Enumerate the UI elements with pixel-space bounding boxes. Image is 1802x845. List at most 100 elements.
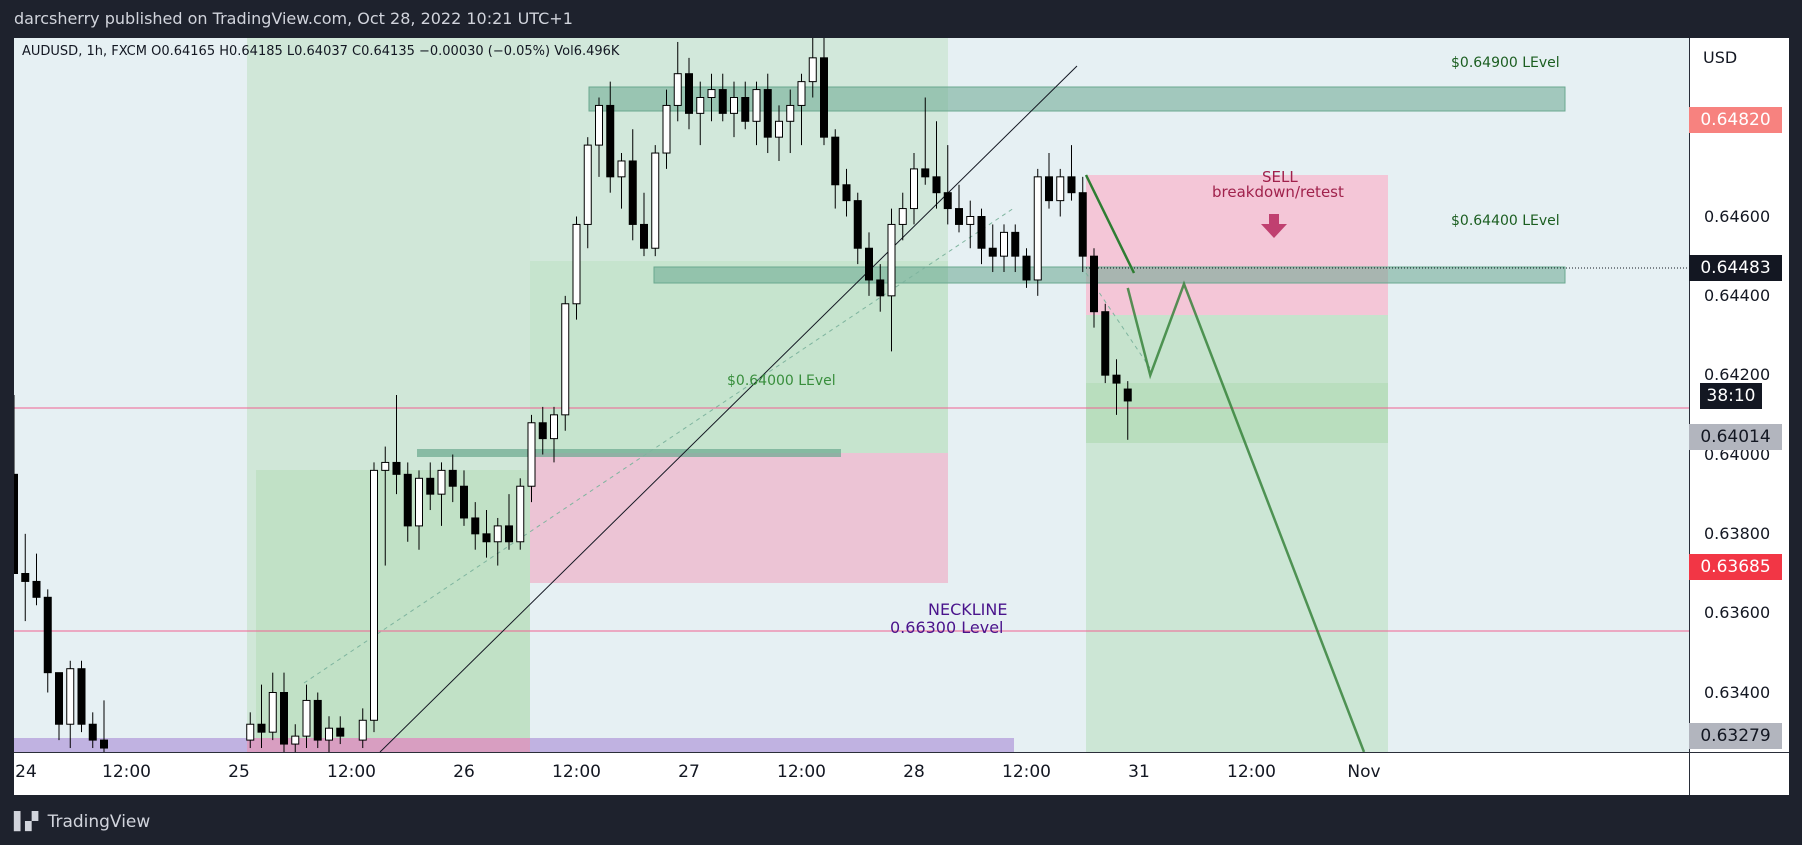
tradingview-logo-icon: ▌▞ bbox=[14, 812, 38, 832]
currency-label: USD bbox=[1703, 48, 1738, 67]
time-tick-label: 27 bbox=[678, 762, 700, 782]
time-tick-label: 12:00 bbox=[327, 762, 376, 782]
candle-body bbox=[437, 469, 446, 495]
candle-body bbox=[831, 136, 840, 186]
level-band-6440 bbox=[653, 266, 1566, 284]
time-tick-label: 25 bbox=[228, 762, 250, 782]
label-level-6440: $0.64400 LEvel bbox=[1451, 213, 1560, 229]
level-band-6490 bbox=[588, 86, 1566, 112]
candle-body bbox=[313, 699, 322, 741]
candle-body bbox=[493, 525, 502, 543]
candle-body bbox=[707, 89, 716, 98]
short-trendline bbox=[1084, 174, 1136, 274]
price-tick-label: 0.63600 bbox=[1704, 603, 1771, 623]
candle-body bbox=[291, 735, 300, 745]
candle-body bbox=[1101, 311, 1110, 376]
candle-body bbox=[876, 279, 885, 297]
candles bbox=[14, 38, 1132, 752]
candle-body bbox=[1033, 176, 1042, 281]
candle-body bbox=[583, 144, 592, 225]
publish-header: darcsherry published on TradingView.com,… bbox=[0, 0, 1802, 38]
candle-body bbox=[561, 303, 570, 416]
candle-body bbox=[1112, 374, 1121, 384]
projection-path bbox=[1126, 280, 1366, 752]
candle-body bbox=[943, 192, 952, 210]
candle-body bbox=[358, 719, 367, 741]
time-tick-label: 12:00 bbox=[1002, 762, 1051, 782]
candle-body bbox=[1090, 255, 1098, 313]
footer-bar bbox=[0, 795, 1802, 845]
candle-body bbox=[257, 723, 266, 733]
candle-body bbox=[921, 168, 930, 178]
candle-body bbox=[741, 97, 750, 122]
publish-info: darcsherry published on TradingView.com,… bbox=[14, 9, 573, 28]
candle-body bbox=[966, 216, 975, 225]
candle-body bbox=[55, 672, 63, 725]
green-zone-left bbox=[247, 38, 530, 752]
candle-body bbox=[370, 469, 378, 721]
candle-body bbox=[538, 422, 547, 440]
time-axis[interactable] bbox=[14, 752, 1689, 796]
green-zone-right bbox=[1086, 383, 1388, 752]
candle-body bbox=[820, 57, 828, 138]
candle-body bbox=[268, 692, 277, 733]
symbol-legend: AUDUSD, 1h, FXCM O0.64165 H0.64185 L0.64… bbox=[22, 44, 620, 59]
badge-bottom: 0.63279 bbox=[1689, 723, 1782, 749]
time-tick-label: 12:00 bbox=[777, 762, 826, 782]
badge-countdown: 38:10 bbox=[1700, 383, 1762, 409]
candle-body bbox=[910, 168, 918, 210]
time-tick-label: 12:00 bbox=[552, 762, 601, 782]
candle-body bbox=[1056, 176, 1065, 202]
label-neckline: NECKLINE bbox=[928, 600, 1008, 619]
candle-body bbox=[527, 422, 536, 487]
time-tick-label: 28 bbox=[903, 762, 925, 782]
time-tick-label: 24 bbox=[15, 762, 37, 782]
candle-body bbox=[718, 89, 727, 114]
label-sell: SELL bbox=[1262, 168, 1298, 186]
candle-body bbox=[752, 89, 761, 122]
candle-body bbox=[595, 104, 603, 146]
candle-body bbox=[246, 723, 255, 741]
candle-body bbox=[516, 485, 525, 543]
red-zone-right bbox=[1086, 175, 1388, 315]
candle-body bbox=[887, 223, 896, 297]
brand: ▌▞ TradingView bbox=[14, 812, 150, 832]
trendline-dashed bbox=[303, 207, 1015, 684]
time-tick-label: 26 bbox=[453, 762, 475, 782]
candle-body bbox=[685, 73, 693, 114]
sell-arrow-icon bbox=[1261, 214, 1287, 238]
chart-pane[interactable]: AUDUSD, 1h, FXCM O0.64165 H0.64185 L0.64… bbox=[14, 38, 1689, 752]
candle-body bbox=[336, 727, 345, 737]
candle-body bbox=[1022, 255, 1031, 281]
candle-body bbox=[606, 104, 615, 178]
candle-body bbox=[955, 208, 963, 225]
candle-body bbox=[786, 104, 795, 122]
candle-body bbox=[808, 57, 817, 83]
candle-body bbox=[448, 469, 457, 487]
candle-body bbox=[381, 461, 390, 471]
candle-body bbox=[88, 723, 97, 741]
candle-body bbox=[1011, 231, 1020, 257]
candle-body bbox=[696, 97, 705, 114]
candle-body bbox=[505, 525, 513, 543]
candle-body bbox=[415, 477, 423, 527]
candle-body bbox=[1000, 231, 1008, 257]
time-tick-label: 12:00 bbox=[1227, 762, 1276, 782]
candle-body bbox=[392, 461, 401, 475]
green-zone-inner bbox=[256, 470, 530, 752]
candle-body bbox=[1078, 192, 1087, 257]
candle-body bbox=[932, 176, 941, 194]
candle-body bbox=[1067, 176, 1076, 194]
axis-corner bbox=[1689, 752, 1789, 796]
candle-body bbox=[550, 414, 558, 440]
badge-gray: 0.64014 bbox=[1689, 424, 1782, 450]
chart-canvas[interactable] bbox=[14, 38, 1689, 752]
badge-top: 0.64820 bbox=[1689, 107, 1782, 133]
candle-body bbox=[426, 477, 435, 495]
red-zone-mid bbox=[530, 453, 948, 583]
time-tick-label: 31 bbox=[1128, 762, 1150, 782]
candle-body bbox=[21, 573, 30, 582]
trendline-main bbox=[379, 65, 1078, 752]
label-level-6490: $0.64900 LEvel bbox=[1451, 55, 1560, 71]
candle-body bbox=[673, 73, 682, 106]
